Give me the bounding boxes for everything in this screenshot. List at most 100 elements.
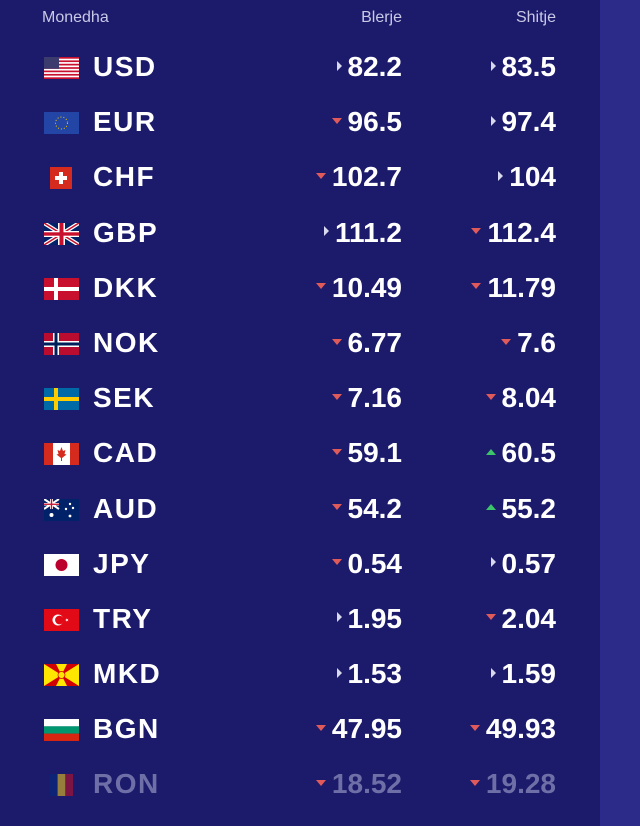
trend-up-icon: [485, 448, 496, 455]
currency-code: TRY: [93, 602, 153, 634]
buy-rate: 6.77: [331, 326, 403, 359]
trend-neutral-icon: [336, 60, 342, 71]
trend-down-icon: [485, 393, 496, 400]
rate-row-cad: CAD 59.1 60.5: [0, 426, 600, 481]
currency-code: CHF: [93, 161, 156, 193]
trend-down-icon: [469, 780, 480, 787]
buy-rate: 7.16: [331, 382, 403, 414]
side-strip: [600, 0, 640, 826]
sell-rate-value: 97.4: [501, 106, 557, 138]
buy-rate: 1.53: [336, 658, 403, 690]
buy-rate-value: 111.2: [335, 216, 402, 248]
buy-rate-value: 0.54: [347, 547, 403, 579]
buy-rate: 82.2: [336, 51, 403, 83]
currency-code: NOK: [93, 326, 160, 358]
currency-code: USD: [93, 51, 157, 82]
sell-rate: 1.59: [490, 658, 556, 690]
buy-rate-value: 6.77: [347, 326, 403, 358]
table-header: Monedha Blerje Shitje: [0, 0, 600, 38]
sell-rate: 97.4: [490, 106, 557, 138]
sell-rate-value: 49.93: [485, 713, 556, 745]
sell-rate: 2.04: [485, 603, 556, 635]
sell-rate-value: 104: [509, 161, 556, 193]
trend-neutral-icon: [324, 226, 330, 237]
rate-row-nok: NOK 6.77 7.6: [0, 316, 600, 371]
sell-rate: 104: [498, 161, 556, 193]
canada-flag-icon: [44, 443, 79, 466]
sell-rate-value: 60.5: [501, 437, 557, 469]
rates-list: USD 82.2 83.5 EUR 96.5 97.4 CHF 102.7 104 GBP 111.…: [0, 40, 600, 813]
currency-code: JPY: [93, 547, 151, 579]
usa-flag-icon: [44, 57, 79, 79]
north-macedonia-flag-icon: [44, 664, 79, 687]
uk-flag-icon: [44, 222, 79, 245]
sell-rate: 55.2: [485, 492, 557, 525]
denmark-flag-icon: [44, 277, 79, 300]
currency-code: RON: [93, 768, 160, 800]
japan-flag-icon: [44, 553, 79, 576]
buy-rate: 10.49: [315, 271, 402, 304]
buy-rate: 47.95: [315, 713, 402, 745]
trend-down-icon: [471, 228, 482, 235]
buy-rate-value: 47.95: [331, 713, 402, 745]
sell-rate-value: 7.6: [517, 326, 556, 358]
trend-down-icon: [469, 724, 480, 731]
sell-rate: 83.5: [490, 51, 557, 83]
trend-neutral-icon: [336, 667, 342, 678]
switzerland-flag-icon: [44, 167, 79, 190]
trend-neutral-icon: [490, 115, 496, 126]
currency-code: BGN: [93, 713, 160, 745]
buy-rate-value: 7.16: [347, 382, 403, 414]
sell-rate-value: 83.5: [501, 51, 557, 82]
buy-rate: 54.2: [331, 492, 403, 525]
bulgaria-flag-icon: [44, 719, 79, 742]
sell-rate: 0.57: [490, 548, 556, 580]
sell-rate-value: 11.79: [487, 271, 556, 303]
trend-down-icon: [331, 117, 342, 124]
buy-rate: 0.54: [331, 547, 403, 580]
currency-code: AUD: [93, 492, 159, 524]
buy-rate-value: 96.5: [347, 106, 403, 138]
trend-down-icon: [315, 724, 326, 731]
buy-rate-value: 59.1: [347, 437, 403, 469]
buy-rate: 18.52: [315, 768, 402, 800]
buy-rate-value: 1.53: [347, 658, 403, 690]
trend-down-icon: [315, 780, 326, 787]
sell-rate: 19.28: [469, 768, 556, 800]
buy-rate: 111.2: [324, 217, 402, 249]
trend-down-icon: [471, 283, 482, 290]
sweden-flag-icon: [44, 388, 79, 411]
trend-neutral-icon: [336, 612, 342, 623]
header-sell: Shitje: [515, 9, 556, 26]
buy-rate: 59.1: [331, 437, 403, 469]
rate-row-gbp: GBP 111.2 112.4: [0, 206, 600, 261]
rate-row-aud: AUD 54.2 55.2: [0, 482, 600, 537]
rate-row-bgn: BGN 47.95 49.93: [0, 702, 600, 757]
norway-flag-icon: [44, 332, 79, 355]
buy-rate: 102.7: [315, 161, 402, 193]
australia-flag-icon: [44, 498, 79, 521]
buy-rate-value: 82.2: [347, 51, 403, 82]
trend-neutral-icon: [490, 667, 496, 678]
turkey-flag-icon: [44, 608, 79, 631]
rate-row-sek: SEK 7.16 8.04: [0, 371, 600, 426]
header-currency: Monedha: [42, 9, 109, 26]
currency-code: DKK: [93, 271, 159, 303]
rate-row-try: TRY 1.95 2.04: [0, 592, 600, 647]
sell-rate-value: 8.04: [501, 382, 557, 414]
sell-rate: 8.04: [485, 382, 557, 414]
currency-code: EUR: [93, 106, 157, 138]
sell-rate: 7.6: [501, 327, 556, 359]
buy-rate-value: 54.2: [347, 492, 403, 524]
rate-row-eur: EUR 96.5 97.4: [0, 95, 600, 150]
buy-rate-value: 18.52: [331, 768, 402, 800]
sell-rate: 11.79: [471, 272, 556, 304]
currency-code: CAD: [93, 437, 159, 469]
trend-neutral-icon: [498, 170, 504, 181]
sell-rate: 60.5: [485, 437, 557, 469]
buy-rate-value: 102.7: [331, 161, 402, 193]
buy-rate: 96.5: [331, 106, 403, 138]
buy-rate-value: 10.49: [331, 271, 402, 303]
romania-flag-icon: [44, 774, 79, 797]
sell-rate-value: 55.2: [501, 492, 557, 524]
